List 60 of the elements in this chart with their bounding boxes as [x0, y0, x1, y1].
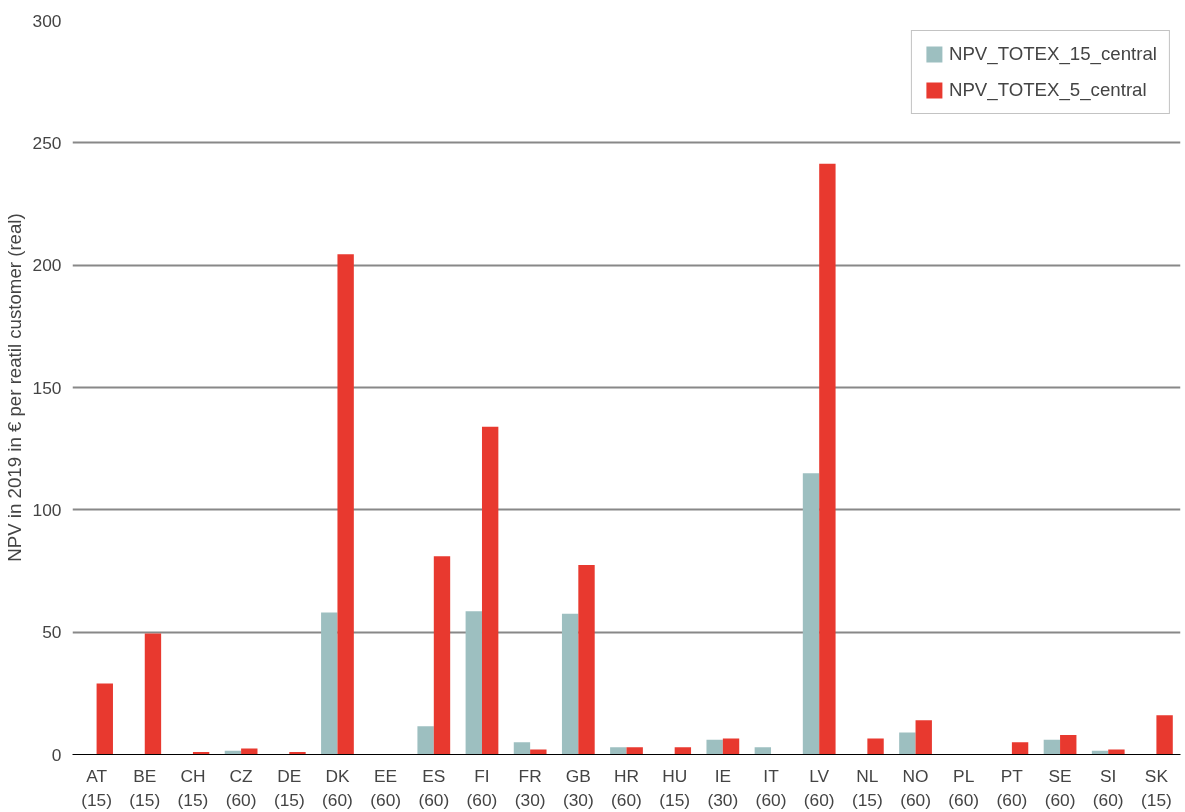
bar — [481, 426, 499, 755]
bar — [899, 732, 916, 755]
x-tick-label: BE (15) — [129, 765, 161, 810]
bar — [626, 747, 643, 755]
y-tick-label: 200 — [32, 255, 62, 276]
x-tick-label: CH (15) — [177, 765, 209, 810]
x-tick-label: FR (30) — [514, 765, 546, 810]
bar — [561, 613, 579, 755]
bar — [1156, 715, 1173, 755]
x-tick-label: FI (60) — [466, 765, 498, 810]
legend-label: NPV_TOTEX_5_central — [948, 79, 1147, 101]
x-tick-label: IE (30) — [707, 765, 739, 810]
bar — [722, 738, 740, 755]
x-tick-label: EE (60) — [370, 765, 402, 810]
bar — [417, 726, 434, 755]
y-axis-title: NPV in 2019 in € per reatil customer (real) — [3, 213, 25, 562]
x-tick-label: LV (60) — [803, 765, 835, 810]
x-tick-label: NL (15) — [851, 765, 883, 810]
bar — [1043, 739, 1061, 755]
bar — [706, 739, 723, 755]
x-tick-label: GB (30) — [562, 765, 594, 810]
x-tick-label: DE (15) — [273, 765, 305, 810]
legend-label: NPV_TOTEX_15_central — [948, 43, 1157, 65]
bar — [1060, 734, 1077, 755]
y-tick-label: 50 — [42, 622, 62, 643]
bar — [1011, 742, 1029, 755]
bar — [337, 254, 354, 755]
bar — [867, 738, 884, 755]
x-tick-label: SI (60) — [1092, 765, 1124, 810]
y-tick-label: 100 — [32, 499, 62, 520]
x-tick-label: PT (60) — [996, 765, 1028, 810]
x-tick-label: HR (60) — [611, 765, 642, 810]
x-tick-label: SK (15) — [1141, 765, 1172, 810]
x-tick-label: PL (60) — [948, 765, 980, 810]
bar — [819, 163, 836, 755]
bar — [610, 747, 627, 755]
y-tick-label: 300 — [32, 10, 62, 31]
bar — [754, 747, 772, 755]
bar — [674, 747, 692, 755]
x-tick-label: NO (60) — [900, 765, 931, 810]
bar — [578, 564, 595, 755]
bar — [513, 742, 531, 755]
x-tick-label: IT (60) — [755, 765, 787, 810]
x-tick-label: HU (15) — [659, 765, 691, 810]
y-tick-label: 250 — [32, 132, 62, 153]
x-tick-label: ES (60) — [418, 765, 450, 810]
bar — [915, 720, 932, 755]
x-tick-label: DK (60) — [322, 765, 353, 810]
bar — [802, 473, 820, 755]
x-tick-label: SE (60) — [1044, 765, 1076, 810]
bar — [96, 683, 113, 755]
y-tick-label: 0 — [51, 744, 62, 765]
bar — [144, 633, 162, 755]
y-tick-label: 150 — [32, 377, 62, 398]
x-tick-label: CZ (60) — [225, 765, 257, 810]
bar — [465, 611, 482, 755]
bar — [321, 612, 338, 755]
bar — [241, 748, 258, 755]
x-tick-label: AT (15) — [81, 765, 113, 810]
bar — [433, 556, 451, 755]
